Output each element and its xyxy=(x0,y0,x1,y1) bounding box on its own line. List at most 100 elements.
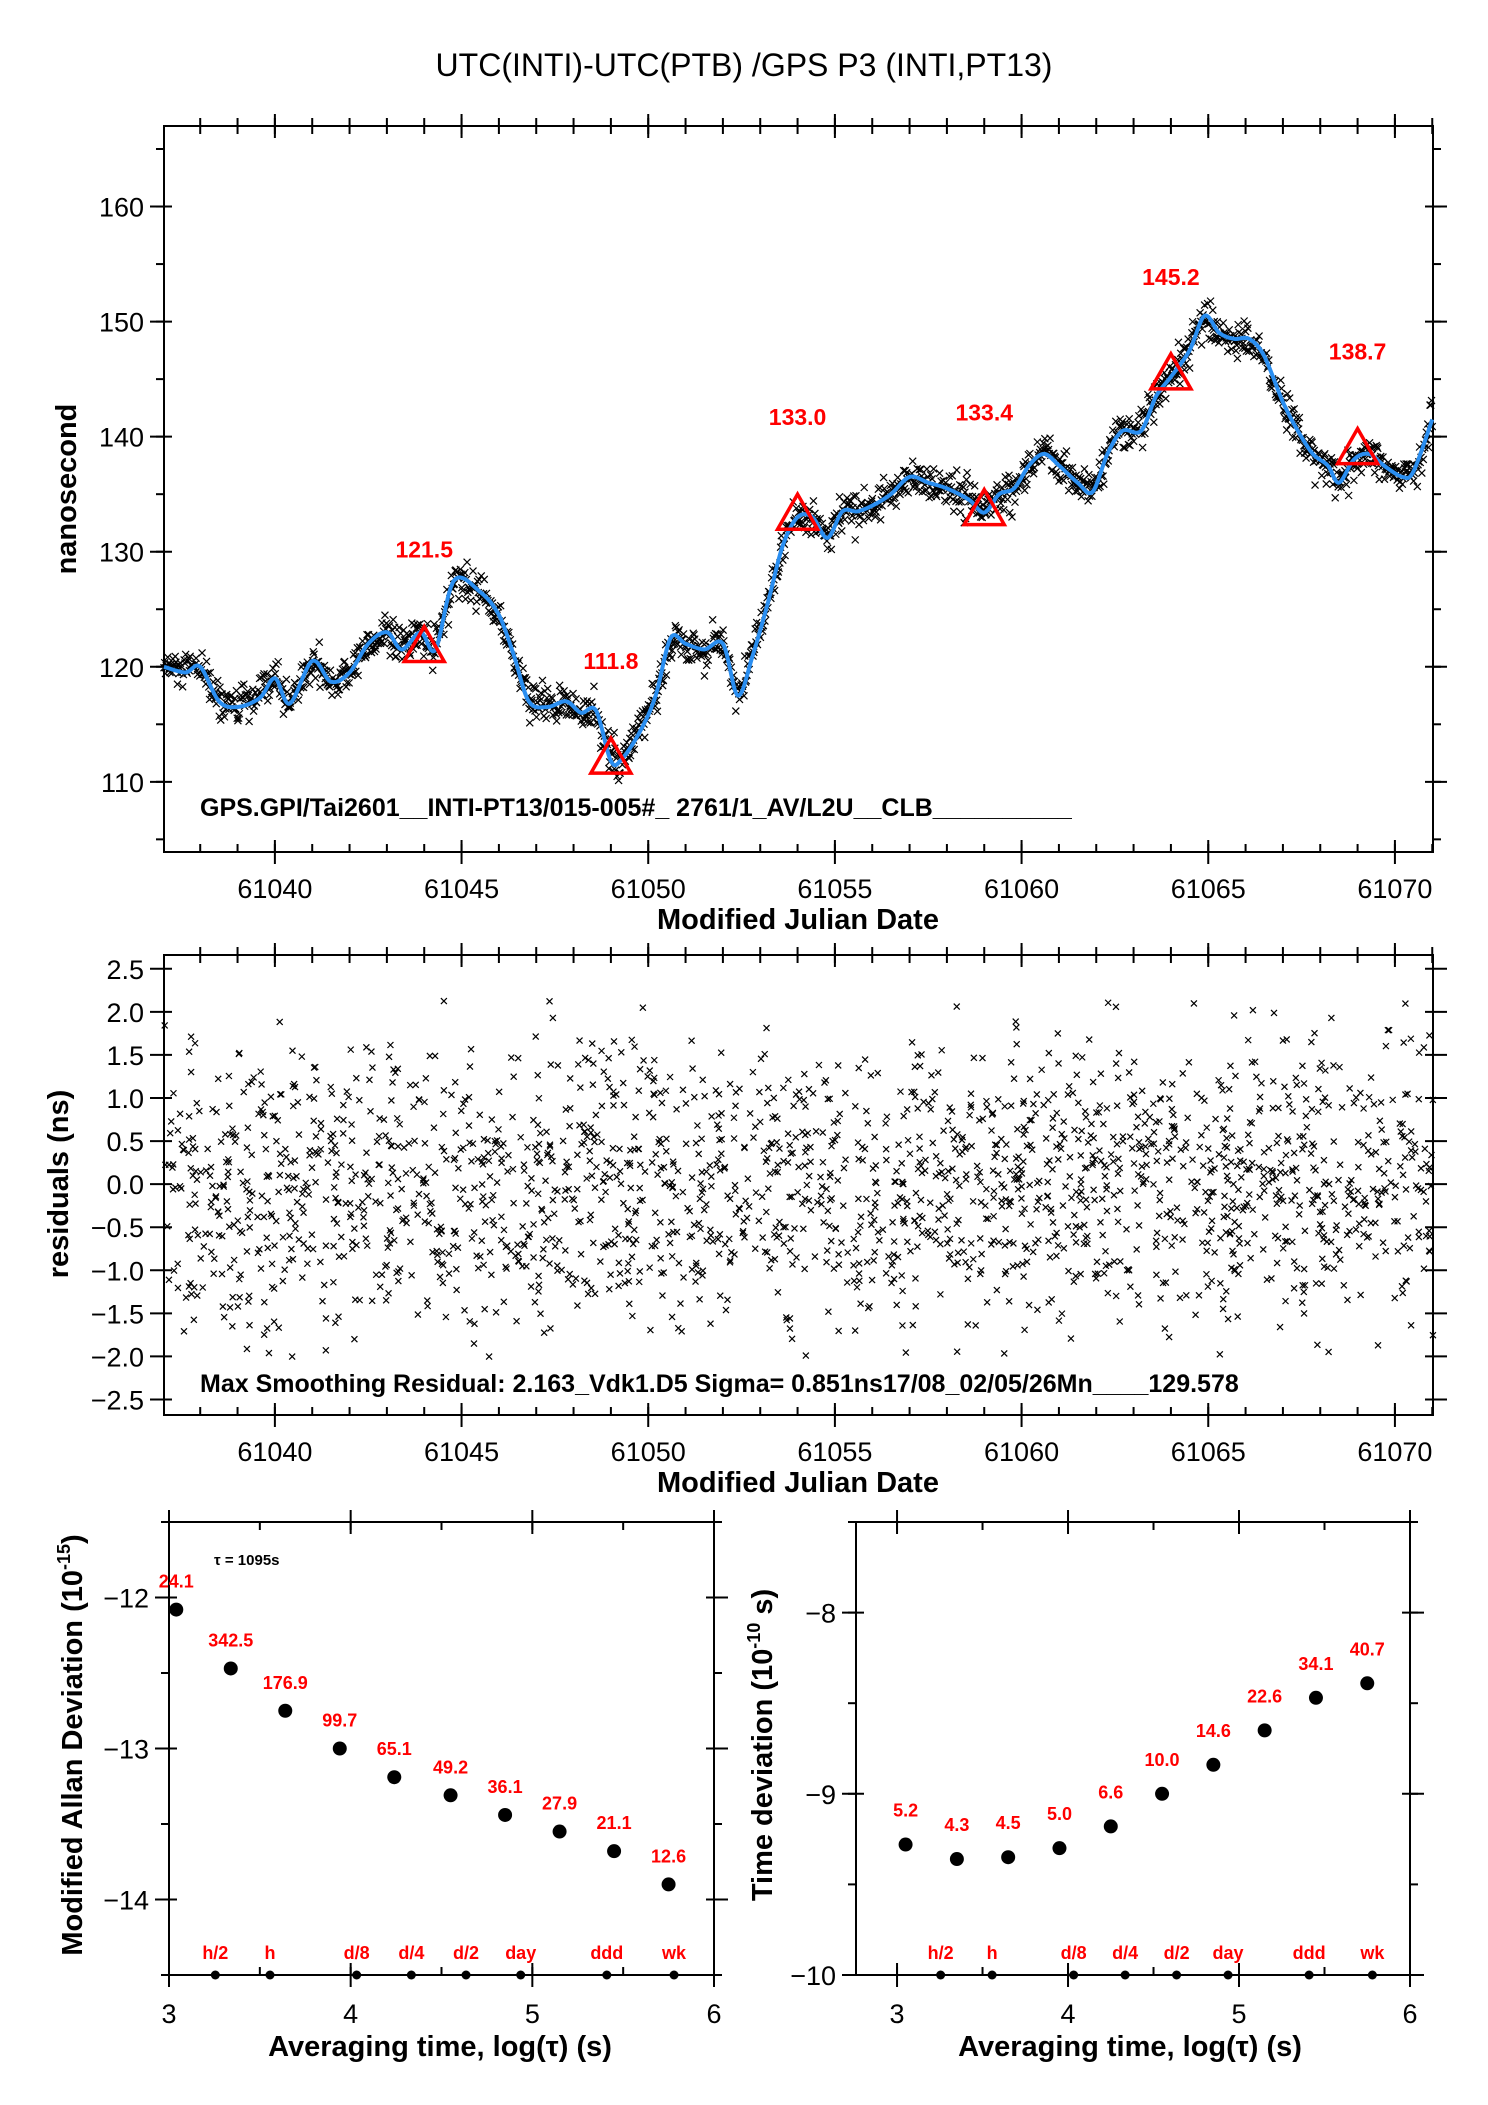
raw-data-point xyxy=(916,465,925,474)
raw-data-point xyxy=(922,465,931,474)
triangle-marker xyxy=(1334,425,1381,466)
raw-data-point xyxy=(781,551,789,560)
raw-data-point xyxy=(955,498,963,506)
residual-point xyxy=(783,1316,791,1324)
residual-point xyxy=(246,1196,254,1204)
x-tick-label: 61070 xyxy=(1357,1437,1432,1467)
data-point xyxy=(387,1770,402,1785)
residual-point xyxy=(510,1073,518,1081)
residual-point xyxy=(879,1226,887,1234)
residual-point xyxy=(625,1277,633,1285)
time-marker-label: ddd xyxy=(590,1943,623,1963)
residual-point xyxy=(425,1219,433,1227)
raw-data-point xyxy=(237,681,246,690)
residual-point xyxy=(543,1128,550,1136)
y-tick-label: −12 xyxy=(103,1584,149,1614)
residual-point xyxy=(727,1248,735,1256)
time-marker-dot xyxy=(406,1970,416,1980)
data-point xyxy=(1360,1676,1375,1691)
residual-point xyxy=(899,1215,907,1223)
residual-point xyxy=(616,1167,624,1175)
raw-data-point xyxy=(948,471,957,480)
time-marker-label: day xyxy=(505,1943,536,1963)
residual-point xyxy=(322,1314,330,1322)
raw-data-point xyxy=(1082,480,1091,488)
raw-data-point xyxy=(353,643,362,652)
raw-data-point xyxy=(457,583,466,592)
raw-data-point xyxy=(908,457,917,466)
residual-point xyxy=(882,1145,890,1153)
residual-point xyxy=(555,1236,563,1244)
residual-point xyxy=(1097,1070,1105,1078)
marker-label: 111.8 xyxy=(583,648,638,674)
residual-point xyxy=(776,1145,783,1152)
time-marker-dot xyxy=(1367,1970,1377,1980)
residual-point xyxy=(230,1256,238,1264)
time-marker-label: d/8 xyxy=(344,1943,370,1963)
residual-point xyxy=(274,1116,282,1124)
residual-point xyxy=(421,1218,429,1225)
residual-point xyxy=(510,1199,518,1207)
data-point xyxy=(1155,1786,1170,1801)
residual-point xyxy=(920,1098,928,1106)
y-tick-label: 120 xyxy=(99,653,144,683)
raw-data-point xyxy=(562,711,571,719)
raw-data-point xyxy=(198,648,206,657)
residual-point xyxy=(616,1269,624,1277)
residual-point xyxy=(520,1240,528,1248)
residual-point xyxy=(1374,1188,1381,1196)
raw-data-point xyxy=(816,514,825,523)
raw-data-point xyxy=(1052,467,1060,476)
raw-data-point xyxy=(1062,447,1071,455)
raw-data-point xyxy=(345,678,354,687)
residual-point xyxy=(1078,1053,1086,1061)
residual-point xyxy=(591,1184,599,1192)
raw-data-point xyxy=(1005,508,1014,517)
residual-point xyxy=(900,1112,908,1120)
y-tick-label: −13 xyxy=(103,1735,149,1765)
residual-point xyxy=(1156,1196,1164,1204)
raw-data-point xyxy=(827,545,836,554)
residual-point xyxy=(1301,1281,1309,1289)
y-tick-label: −2.0 xyxy=(91,1342,144,1372)
raw-data-point xyxy=(955,480,964,489)
residual-point xyxy=(330,1242,338,1250)
residual-point xyxy=(271,1112,279,1120)
raw-data-point xyxy=(1008,513,1016,521)
residual-point xyxy=(410,1199,418,1207)
raw-data-point xyxy=(578,720,587,729)
raw-data-point xyxy=(1020,486,1029,495)
raw-data-point xyxy=(609,748,618,757)
raw-data-point xyxy=(1331,493,1340,502)
raw-data-point xyxy=(1309,458,1318,467)
y-axis-label-end: s) xyxy=(747,1589,779,1623)
raw-data-point xyxy=(667,654,676,662)
raw-data-point xyxy=(233,714,242,723)
y-axis-label-main: Time deviation (10 xyxy=(747,1649,779,1902)
residual-point xyxy=(780,1157,788,1165)
raw-data-point xyxy=(987,510,996,519)
y-tick-label: 130 xyxy=(99,538,144,568)
time-marker-label: d/4 xyxy=(1112,1943,1138,1963)
raw-data-point xyxy=(860,483,869,492)
data-point xyxy=(332,1741,347,1756)
raw-data-point xyxy=(1161,394,1170,403)
residual-point xyxy=(436,1273,444,1281)
point-label: 22.6 xyxy=(1247,1686,1282,1706)
residual-point xyxy=(976,1178,984,1186)
time-marker-dot xyxy=(461,1970,471,1980)
residual-point xyxy=(1307,1150,1315,1158)
residual-point xyxy=(207,1163,215,1171)
residual-point xyxy=(1250,1230,1258,1238)
residual-point xyxy=(421,1139,429,1147)
residual-point xyxy=(1389,1096,1397,1104)
residual-point xyxy=(1051,1232,1059,1240)
residual-point xyxy=(1089,1152,1097,1159)
raw-data-point xyxy=(931,490,940,499)
residual-point xyxy=(1258,1079,1265,1087)
raw-data-point xyxy=(469,567,477,575)
residual-point xyxy=(431,1169,439,1177)
residual-point xyxy=(1420,1265,1428,1273)
raw-data-point xyxy=(640,733,649,742)
residual-point xyxy=(223,1198,231,1205)
